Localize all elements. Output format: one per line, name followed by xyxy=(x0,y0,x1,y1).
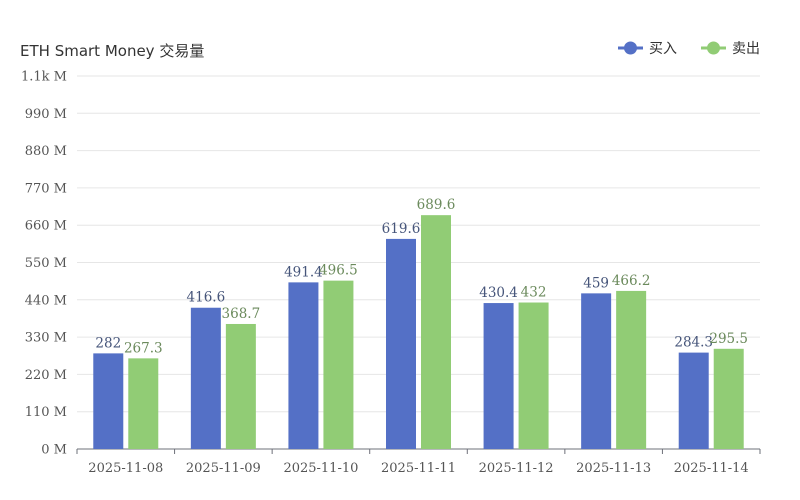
bar-sell[interactable] xyxy=(518,302,549,449)
chart-title: ETH Smart Money 交易量 xyxy=(20,42,204,60)
data-label: 432 xyxy=(521,285,547,301)
legend[interactable]: 买入 卖出 xyxy=(618,41,760,57)
bar-sell[interactable] xyxy=(225,323,256,449)
legend-label: 买入 xyxy=(649,41,677,57)
x-tick-label: 2025-11-09 xyxy=(186,461,261,476)
data-label: 416.6 xyxy=(187,290,226,306)
bar-buy[interactable] xyxy=(581,293,612,449)
data-label: 267.3 xyxy=(124,340,163,356)
legend-item-buy[interactable]: 买入 xyxy=(618,41,677,57)
gridlines xyxy=(77,75,760,413)
y-tick-label: 330 M xyxy=(25,331,67,346)
y-tick-label: 550 M xyxy=(25,256,67,271)
bar-buy[interactable] xyxy=(483,303,514,449)
data-label: 284.3 xyxy=(674,335,713,351)
x-tick-label: 2025-11-13 xyxy=(576,461,651,476)
data-label: 368.7 xyxy=(222,306,261,322)
bar-buy[interactable] xyxy=(93,353,124,449)
data-label: 619.6 xyxy=(382,221,421,237)
x-tick-label: 2025-11-11 xyxy=(381,461,456,476)
legend-item-sell[interactable]: 卖出 xyxy=(701,41,760,57)
bar-sell[interactable] xyxy=(713,348,744,449)
legend-marker-icon xyxy=(707,41,720,55)
y-tick-label: 110 M xyxy=(25,405,67,420)
bar-buy[interactable] xyxy=(386,238,416,449)
bar-sell[interactable] xyxy=(616,290,647,449)
y-tick-label: 770 M xyxy=(25,181,67,196)
data-label: 459 xyxy=(583,275,609,291)
y-tick-label: 990 M xyxy=(25,107,67,122)
x-tick-label: 2025-11-12 xyxy=(479,461,554,476)
legend-label: 卖出 xyxy=(732,41,760,57)
data-label: 430.4 xyxy=(479,285,518,301)
x-tick-label: 2025-11-10 xyxy=(283,461,358,476)
bar-buy[interactable] xyxy=(678,352,709,449)
bar-sell[interactable] xyxy=(323,280,354,449)
y-tick-label: 1.1k M xyxy=(21,70,67,85)
x-tick-label: 2025-11-08 xyxy=(88,461,163,476)
bar-buy[interactable] xyxy=(288,282,319,449)
bar-buy[interactable] xyxy=(190,307,221,449)
data-label: 689.6 xyxy=(417,197,456,213)
y-tick-label: 660 M xyxy=(25,219,67,234)
legend-marker-icon xyxy=(624,41,637,55)
data-label: 282 xyxy=(95,335,121,351)
bar-sell[interactable] xyxy=(128,358,159,449)
data-label: 496.5 xyxy=(319,263,358,279)
data-label: 466.2 xyxy=(612,273,651,289)
x-axis-ticks: 2025-11-08 2025-11-09 2025-11-10 2025-11-11… xyxy=(76,449,761,476)
x-tick-label: 2025-11-14 xyxy=(674,461,749,476)
y-axis-ticks: 0 M 110 M 220 M 330 M 440 M 550 M 660 M 770 M 88… xyxy=(21,70,67,458)
data-labels: 282 416.6 491.4 619.6 430.4 459 284.3 267.3 368.… xyxy=(95,197,748,356)
bar-sell[interactable] xyxy=(421,215,451,449)
bars xyxy=(93,215,744,449)
y-tick-label: 0 M xyxy=(41,443,67,458)
y-tick-label: 880 M xyxy=(25,144,67,159)
y-tick-label: 220 M xyxy=(25,368,67,383)
data-label: 295.5 xyxy=(709,331,748,347)
y-tick-label: 440 M xyxy=(25,293,67,308)
data-label: 491.4 xyxy=(284,264,323,280)
